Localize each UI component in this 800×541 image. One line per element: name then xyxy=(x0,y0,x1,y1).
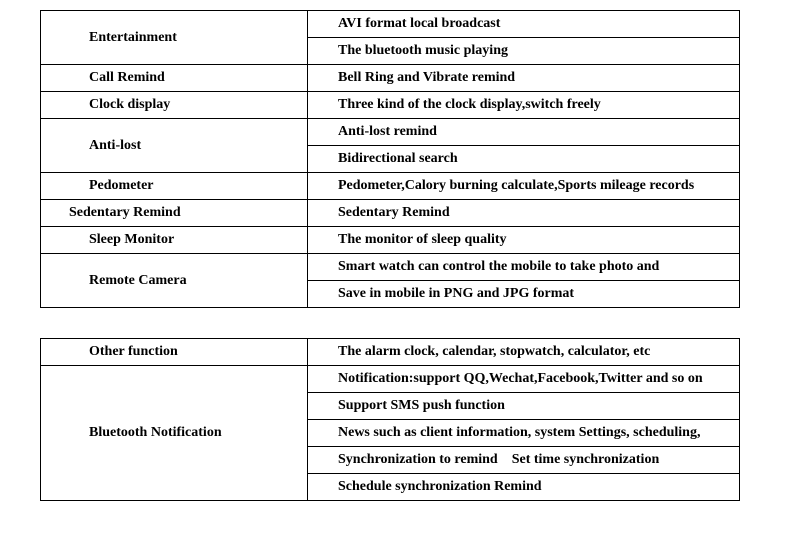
feature-value: Pedometer,Calory burning calculate,Sport… xyxy=(308,173,740,200)
feature-value: Bidirectional search xyxy=(308,146,740,173)
feature-value: Support SMS push function xyxy=(308,393,740,420)
features-table-main-body: Entertainment AVI format local broadcast… xyxy=(41,11,740,308)
feature-value: Three kind of the clock display,switch f… xyxy=(308,92,740,119)
table-row: Bluetooth Notification Notification:supp… xyxy=(41,366,740,393)
table-row: Other function The alarm clock, calendar… xyxy=(41,339,740,366)
feature-value: Notification:support QQ,Wechat,Facebook,… xyxy=(308,366,740,393)
features-table-secondary-body: Other function The alarm clock, calendar… xyxy=(41,339,740,501)
feature-label: Remote Camera xyxy=(41,254,308,308)
feature-label: Clock display xyxy=(41,92,308,119)
feature-value: Bell Ring and Vibrate remind xyxy=(308,65,740,92)
features-table-secondary: Other function The alarm clock, calendar… xyxy=(40,338,740,501)
feature-value: Anti-lost remind xyxy=(308,119,740,146)
feature-value: Smart watch can control the mobile to ta… xyxy=(308,254,740,281)
feature-value: Schedule synchronization Remind xyxy=(308,474,740,501)
feature-label: Other function xyxy=(41,339,308,366)
features-table-main: Entertainment AVI format local broadcast… xyxy=(40,10,740,308)
feature-value: The alarm clock, calendar, stopwatch, ca… xyxy=(308,339,740,366)
table-row: Entertainment AVI format local broadcast xyxy=(41,11,740,38)
table-row: Clock display Three kind of the clock di… xyxy=(41,92,740,119)
feature-value: Sedentary Remind xyxy=(308,200,740,227)
feature-value: AVI format local broadcast xyxy=(308,11,740,38)
feature-label: Call Remind xyxy=(41,65,308,92)
table-row: Sedentary Remind Sedentary Remind xyxy=(41,200,740,227)
feature-value: The monitor of sleep quality xyxy=(308,227,740,254)
feature-label: Anti-lost xyxy=(41,119,308,173)
table-row: Sleep Monitor The monitor of sleep quali… xyxy=(41,227,740,254)
feature-label: Sedentary Remind xyxy=(41,200,308,227)
feature-value: News such as client information, system … xyxy=(308,420,740,447)
feature-label: Pedometer xyxy=(41,173,308,200)
feature-value: Synchronization to remind Set time synch… xyxy=(308,447,740,474)
feature-label: Entertainment xyxy=(41,11,308,65)
feature-label: Sleep Monitor xyxy=(41,227,308,254)
feature-value: Save in mobile in PNG and JPG format xyxy=(308,281,740,308)
table-row: Call Remind Bell Ring and Vibrate remind xyxy=(41,65,740,92)
table-row: Remote Camera Smart watch can control th… xyxy=(41,254,740,281)
table-row: Anti-lost Anti-lost remind xyxy=(41,119,740,146)
feature-value: The bluetooth music playing xyxy=(308,38,740,65)
feature-label: Bluetooth Notification xyxy=(41,366,308,501)
table-row: Pedometer Pedometer,Calory burning calcu… xyxy=(41,173,740,200)
